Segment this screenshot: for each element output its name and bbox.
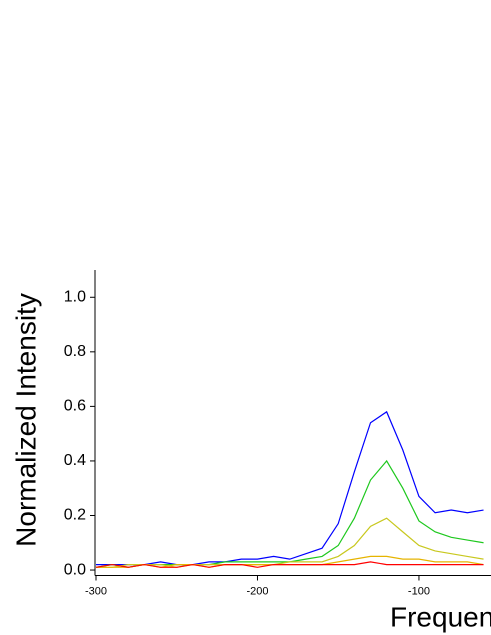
x-tick-label: -200 [246,585,268,597]
y-tick-label: 0.8 [64,343,86,360]
y-tick-label: 0.0 [64,561,86,578]
y-tick-label: 0.2 [64,507,86,524]
y-tick-label: 0.6 [64,398,86,415]
y-axis-label: Normalized Intensity [10,293,41,547]
data-line [96,410,484,566]
y-tick-label: 1.0 [64,288,86,305]
data-line [96,517,484,568]
y-tick-label: 0.4 [64,452,86,469]
x-axis-label: Frequency [390,601,491,632]
x-tick-label: -100 [408,585,430,597]
x-tick-label: -300 [85,585,107,597]
data-line [95,561,484,568]
data-line [95,459,484,568]
